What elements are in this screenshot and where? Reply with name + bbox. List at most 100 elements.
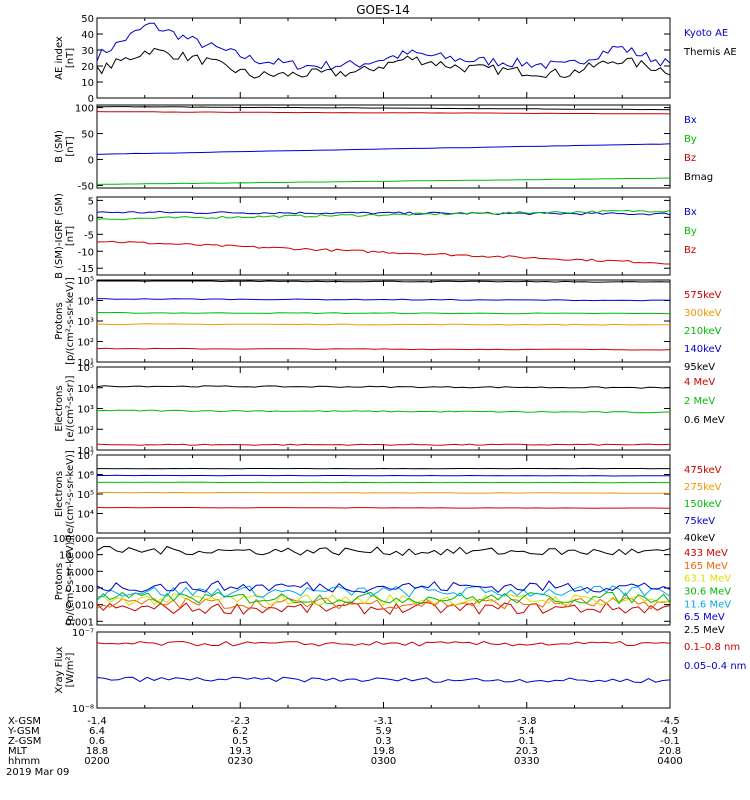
y-tick-label: 10⁻⁸ [72, 704, 94, 715]
y-tick-label: 0.001 [65, 617, 94, 628]
series-line [96, 347, 671, 351]
y-axis-label: Xray Flux [54, 646, 65, 693]
legend-label: 2 MeV [684, 396, 715, 407]
ephemeris-value: 0330 [514, 756, 539, 767]
legend-label: 475keV [684, 465, 722, 476]
ephemeris-value: 0.3 [376, 736, 392, 747]
y-axis-label: [nT] [65, 48, 76, 68]
series-line [96, 240, 670, 265]
legend-label: 40keV [684, 533, 715, 544]
y-axis-label: Protons [54, 563, 65, 600]
ephemeris-value: 4.9 [662, 726, 678, 737]
y-tick-label: 20 [81, 62, 94, 73]
legend-label: 4 MeV [684, 377, 715, 388]
y-tick-label: 10 [81, 78, 94, 89]
y-axis-label: [W/m²] [65, 652, 76, 687]
y-tick-label: 10.000 [59, 551, 94, 562]
y-tick-label: 10⁴ [77, 297, 94, 308]
series-line [96, 545, 671, 557]
ephemeris-value: -3.8 [517, 716, 537, 727]
y-axis-label: B (SM)-IGRF (SM) [54, 193, 65, 279]
ephemeris-row-label: X-GSM [8, 716, 41, 727]
series-line [96, 47, 671, 79]
legend-label: 2.5 MeV [684, 625, 725, 636]
ephemeris-value: -3.1 [374, 716, 394, 727]
y-tick-label: 10³ [77, 317, 94, 328]
y-tick-label: 100.000 [53, 534, 94, 545]
panel-protons_lo: 10¹ 10² 10³ 10⁴ 10⁵ Protons [p/(cm²-s-sr-keV)]… [54, 276, 722, 373]
ephemeris-date: 2019 Mar 09 [6, 767, 69, 778]
panel-ae: 0 10 20 30 40 50 AE index [nT] Kyoto AE Themis AE [54, 14, 737, 105]
y-axis-label: [nT] [65, 136, 76, 156]
series-line [96, 580, 671, 594]
y-tick-label: 0 [88, 94, 94, 105]
series-line [96, 22, 671, 71]
series-line [97, 280, 671, 283]
panel-frame [96, 366, 671, 451]
legend-label: Bmag [684, 172, 713, 183]
ephemeris-row-label: Y-GSM [7, 726, 40, 737]
y-tick-label: 10⁴ [77, 384, 94, 395]
legend-label: 6.5 MeV [684, 612, 725, 623]
series-line [96, 111, 671, 115]
panel-electrons_lo: 10⁴ 10⁵ 10⁶ 10⁷ Electrons [e/(cm²-s-sr-keV)] 4… [54, 450, 722, 544]
ephemeris-value: 5.4 [519, 726, 535, 737]
y-tick-label: 40 [81, 30, 94, 41]
series-line [96, 676, 671, 684]
series-line [96, 106, 671, 111]
legend-label: Themis AE [683, 47, 737, 58]
legend-label: 165 MeV [684, 561, 728, 572]
panel-bigrf: -15 -10 -5 0 5 B (SM)-IGRF (SM) [nT] Bx By Bz [54, 193, 697, 279]
legend-label: Bz [684, 245, 696, 256]
y-axis-label: [nT] [65, 226, 76, 246]
ephemeris-value: 5.9 [376, 726, 392, 737]
y-axis-label: Protons [54, 302, 65, 339]
series-line [96, 311, 671, 315]
y-axis-label: Electrons [54, 385, 65, 431]
y-axis-label: Electrons [54, 471, 65, 517]
y-tick-label: 10⁶ [77, 471, 94, 482]
ephemeris-row-label: MLT [8, 746, 28, 757]
legend-label: 433 MeV [684, 548, 728, 559]
legend-label: 30.6 MeV [684, 587, 731, 598]
legend-label: 275keV [684, 482, 722, 493]
y-tick-label: 100 [75, 104, 94, 115]
ephemeris-row-label: Z-GSM [8, 736, 41, 747]
y-tick-label: 10⁵ [77, 490, 94, 501]
panel-electrons_hi: 10¹ 10² 10³ 10⁴ 10⁵ Electrons [e/(cm²-s-sr)] 4 … [54, 363, 725, 457]
ephemeris-value: 6.4 [89, 726, 105, 737]
series-line [96, 409, 671, 414]
y-tick-label: -5 [84, 230, 94, 241]
panel-frame [96, 196, 671, 276]
legend-label: By [684, 134, 697, 145]
y-tick-label: 10² [77, 338, 94, 349]
legend-label: 150keV [684, 499, 722, 510]
panel-frame [96, 104, 671, 189]
legend-label: 0.1–0.8 nm [684, 642, 740, 653]
series-line [96, 298, 671, 302]
legend-label: Bz [684, 153, 696, 164]
series-line [96, 210, 671, 216]
panel-frame [96, 537, 671, 626]
y-axis-label: [p/(cm²-s-sr-keV)] [65, 538, 76, 626]
ephemeris-value: 0300 [371, 756, 396, 767]
y-tick-label: 10² [77, 425, 94, 436]
ephemeris-value: 6.2 [232, 726, 248, 737]
y-tick-label: 10⁵ [77, 276, 94, 287]
series-line [96, 143, 671, 155]
ephemeris-value: 0400 [657, 756, 682, 767]
y-tick-label: 10⁴ [77, 510, 94, 521]
legend-label: Kyoto AE [684, 28, 728, 39]
legend-label: 0.05–0.4 nm [684, 661, 746, 672]
y-tick-label: 5 [88, 196, 94, 207]
legend-label: 140keV [684, 344, 722, 355]
ephemeris-value: 0.1 [519, 736, 535, 747]
ephemeris-value: -2.3 [230, 716, 250, 727]
legend-label: 75keV [684, 516, 715, 527]
series-line [96, 385, 671, 389]
legend-label: By [684, 226, 697, 237]
ephemeris-value: 0230 [228, 756, 253, 767]
y-tick-label: -15 [78, 264, 94, 275]
ephemeris-value: 19.8 [372, 746, 394, 757]
